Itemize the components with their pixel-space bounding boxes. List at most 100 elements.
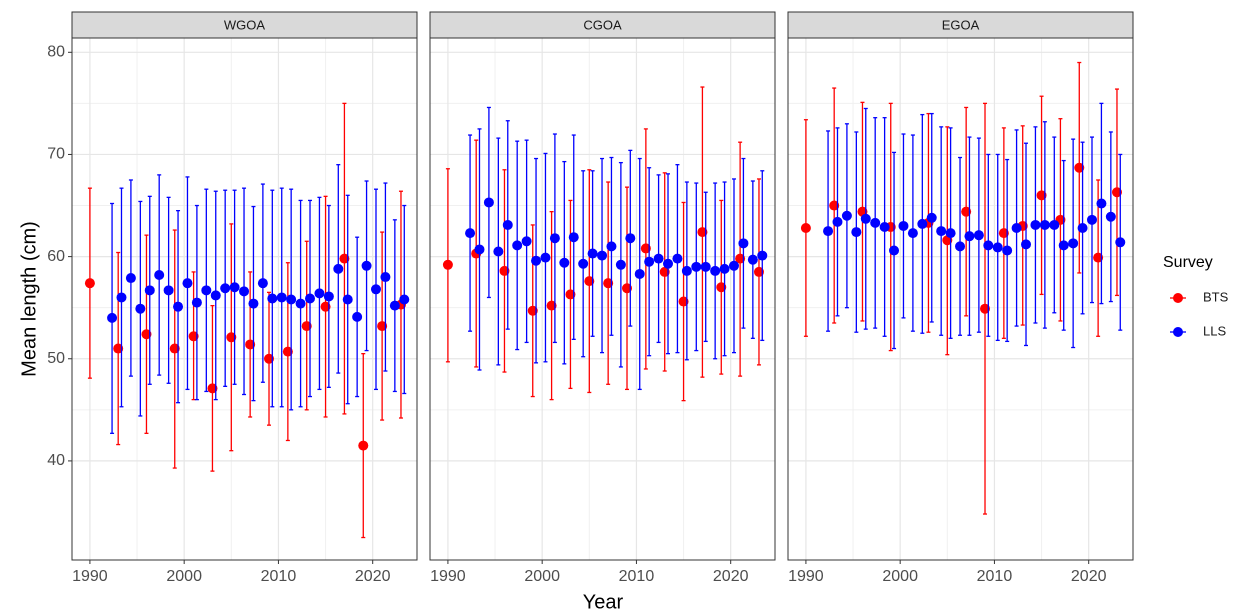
point [399,294,410,305]
point [169,343,180,354]
point [998,228,1009,239]
point [832,216,843,227]
panel-title: EGOA [942,17,980,32]
point [314,288,325,299]
panel-border [787,37,1134,561]
point [568,232,579,243]
strip [71,11,418,39]
point [738,238,749,249]
point [540,252,551,263]
point [333,263,344,274]
point [716,282,727,293]
point [955,241,966,252]
point [907,228,918,239]
point [1086,214,1097,225]
point [1058,240,1069,251]
point [672,253,683,264]
point [644,256,655,267]
point [728,260,739,271]
point [559,257,570,268]
point [584,276,595,287]
point [442,259,453,270]
legend-marker [1173,293,1183,303]
x-tick-label: 1990 [788,568,824,585]
point [549,233,560,244]
point [1036,190,1047,201]
point [370,284,381,295]
point [603,278,614,289]
point [1105,211,1116,222]
point [173,301,184,312]
point [135,303,146,314]
x-tick-label: 2010 [261,568,297,585]
point [898,220,909,231]
y-tick-label: 60 [47,248,65,265]
point [961,206,972,217]
point [1111,187,1122,198]
point [239,286,250,297]
point [1030,219,1041,230]
point [936,226,947,237]
point [531,255,542,266]
point [380,272,391,283]
point [1021,239,1032,250]
point [113,343,124,354]
point [565,289,576,300]
legend-marker [1173,327,1183,337]
point [640,243,651,254]
x-tick-label: 2010 [619,568,655,585]
point [163,285,174,296]
point [226,332,237,343]
point [697,227,708,238]
point [264,353,275,364]
point [622,283,633,294]
point [691,261,702,272]
point [182,278,193,289]
y-axis-title: Mean length (cm) [18,221,40,377]
point [154,269,165,280]
strip [429,11,776,39]
point [220,283,231,294]
point [964,231,975,242]
x-tick-label: 2020 [1071,568,1107,585]
point [191,297,202,308]
point [870,217,881,228]
point [1074,162,1085,173]
point [1011,223,1022,234]
point [700,261,711,272]
point [926,212,937,223]
point [879,221,890,232]
point [483,197,494,208]
x-tick-label: 2020 [355,568,391,585]
point [735,253,746,264]
point [352,311,363,322]
point [229,282,240,293]
point [678,296,689,307]
point [339,253,350,264]
point [358,440,369,451]
point [710,265,721,276]
panel-border [429,37,776,561]
point [587,248,598,259]
point [499,265,510,276]
strip [787,11,1134,39]
x-tick-label: 2010 [977,568,1013,585]
point [546,300,557,311]
point [248,298,259,309]
point [1068,238,1079,249]
point [1049,219,1060,230]
x-tick-label: 1990 [72,568,108,585]
y-tick-label: 80 [47,44,65,61]
point [980,303,991,314]
point [125,273,136,284]
point [377,321,388,332]
point [257,278,268,289]
point [474,244,485,255]
legend-label: LLS [1203,323,1226,338]
point [323,291,334,302]
point [465,228,476,239]
x-axis-title: Year [583,591,624,613]
point [634,268,645,279]
point [107,312,118,323]
